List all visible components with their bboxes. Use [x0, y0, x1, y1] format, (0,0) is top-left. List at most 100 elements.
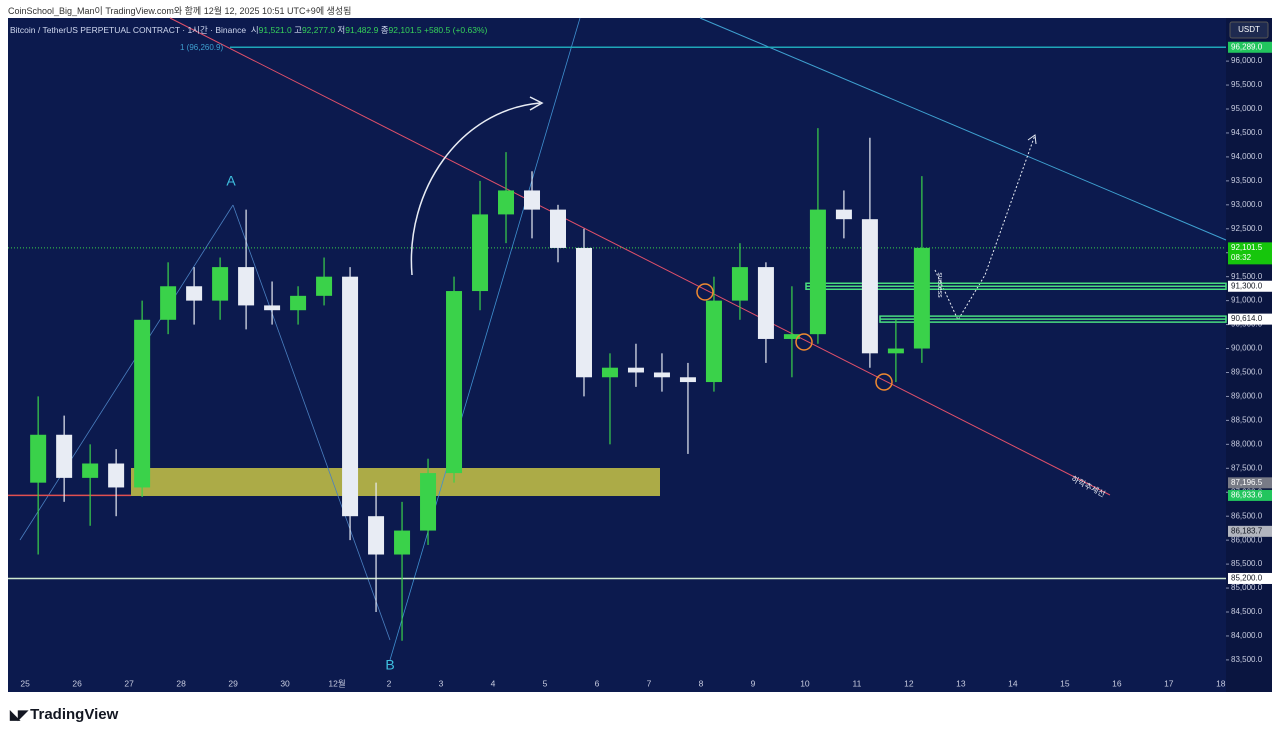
price-marker: [1228, 313, 1272, 325]
ohlc-label: 시: [250, 25, 259, 35]
x-tick-label: 8: [699, 678, 704, 688]
wave-label: B: [385, 657, 394, 673]
price-marker: [1228, 489, 1272, 501]
x-tick-label: 5: [543, 678, 548, 688]
x-tick-label: 17: [1164, 678, 1174, 688]
x-tick-label: 7: [647, 678, 652, 688]
candle-body: [290, 295, 307, 311]
x-tick-label: 13: [956, 678, 966, 688]
price-marker-label: 86,933.6: [1231, 491, 1263, 500]
arrowhead: [1027, 134, 1037, 145]
candle-body: [212, 267, 229, 301]
y-tick-label: 88,500.0: [1231, 415, 1263, 424]
candle-body: [186, 286, 203, 301]
candle-body: [30, 434, 47, 483]
candle-body: [446, 291, 463, 474]
symbol: Bitcoin / TetherUS PERPETUAL CONTRACT · …: [10, 25, 247, 35]
price-marker-label: 85,200.0: [1231, 574, 1263, 583]
candle-body: [420, 473, 437, 531]
candle-body: [238, 267, 255, 306]
ohlc-label: 저: [337, 25, 346, 35]
level-box: [805, 282, 1227, 291]
y-tick-label: 83,500.0: [1231, 655, 1263, 664]
y-tick-label: 96,000.0: [1231, 56, 1263, 65]
note: success: [936, 272, 943, 298]
ohlc-label: 종: [380, 25, 389, 35]
touch-circle: [795, 333, 813, 351]
ohlc: 시91,521.0 고92,277.0 저91,482.9 종92,101.5: [251, 25, 424, 35]
candle-body: [653, 372, 670, 378]
x-tick-label: 29: [228, 678, 238, 688]
candle-body: [757, 267, 774, 339]
x-tick-label: 9: [751, 678, 756, 688]
x-tick-label: 12월: [328, 678, 345, 688]
y-tick-label: 91,500.0: [1231, 272, 1263, 281]
y-tick-label: 94,000.0: [1231, 152, 1263, 161]
candle-body: [601, 367, 618, 378]
y-tick-label: 88,000.0: [1231, 439, 1263, 448]
price-marker-label: 86,183.7: [1231, 526, 1263, 535]
candle-body: [887, 348, 904, 354]
logo-text: TradingView: [30, 706, 119, 723]
x-tick-label: 15: [1060, 678, 1070, 688]
candle-body: [134, 319, 151, 488]
x-tick-label: 14: [1008, 678, 1018, 688]
watermark: CoinSchool_Big_Man이 TradingView.com와 함께 …: [8, 6, 352, 16]
price-marker: [1228, 280, 1272, 292]
touch-circle: [875, 373, 893, 391]
price-marker-label: 90,614.0: [1231, 314, 1263, 323]
candle-body: [575, 247, 592, 378]
candle-body: [524, 190, 541, 210]
y-tick-label: 92,500.0: [1231, 224, 1263, 233]
rise-line: [389, 17, 581, 661]
x-tick-label: 25: [20, 678, 30, 688]
currency-button[interactable]: [1229, 21, 1269, 39]
candle-body: [316, 276, 333, 296]
y-tick-label: 86,000.0: [1231, 535, 1263, 544]
ohlc-label: 고: [294, 25, 302, 35]
y-tick-label: 89,500.0: [1231, 368, 1263, 377]
legend: Bitcoin / TetherUS PERPETUAL CONTRACT · …: [10, 24, 487, 36]
candle-body: [498, 190, 515, 215]
price-marker: [1228, 477, 1272, 489]
ohlc-value: 91,521.0: [258, 25, 292, 35]
x-tick-label: 2: [387, 678, 392, 688]
price-marker: [1228, 525, 1272, 537]
candle-body: [82, 463, 99, 478]
y-tick-label: 95,500.0: [1231, 80, 1263, 89]
y-tick-label: 90,000.0: [1231, 344, 1263, 353]
change: +580.5 (+0.63%): [424, 25, 488, 35]
y-tick-label: 94,500.0: [1231, 128, 1263, 137]
x-tick-label: 11: [852, 678, 861, 688]
x-tick-label: 10: [800, 678, 810, 688]
x-tick-label: 3: [439, 678, 444, 688]
candle-body: [56, 434, 73, 478]
logo: ◣◤ TradingView: [10, 706, 119, 723]
y-tick-label: 86,500.0: [1231, 511, 1263, 520]
candle-body: [705, 300, 722, 383]
y-tick-label: 93,500.0: [1231, 176, 1263, 185]
candle-body: [368, 516, 385, 555]
candle-body: [160, 286, 177, 320]
y-tick-label: 84,500.0: [1231, 607, 1263, 616]
candle-body: [264, 305, 281, 311]
price-marker-label: 92,101.5: [1231, 243, 1263, 252]
x-tick-label: 18: [1216, 678, 1226, 688]
y-tick-label: 85,000.0: [1231, 583, 1263, 592]
currency: USDT: [1238, 25, 1260, 34]
x-tick-label: 26: [72, 678, 82, 688]
y-tick-label: 89,000.0: [1231, 392, 1263, 401]
candle-body: [913, 247, 930, 349]
price-marker: [1228, 572, 1272, 584]
price-marker-label: 91,300.0: [1231, 281, 1263, 290]
ohlc-value: 92,101.5: [388, 25, 422, 35]
candle-body: [679, 377, 696, 383]
y-tick-label: 95,000.0: [1231, 104, 1263, 113]
fib-label: 1 (96,260.9): [180, 43, 223, 52]
arrowhead: [529, 96, 544, 111]
candle-body: [861, 219, 878, 354]
candle-body: [783, 334, 800, 339]
support-zone: [131, 468, 660, 496]
candle-body: [108, 463, 125, 488]
